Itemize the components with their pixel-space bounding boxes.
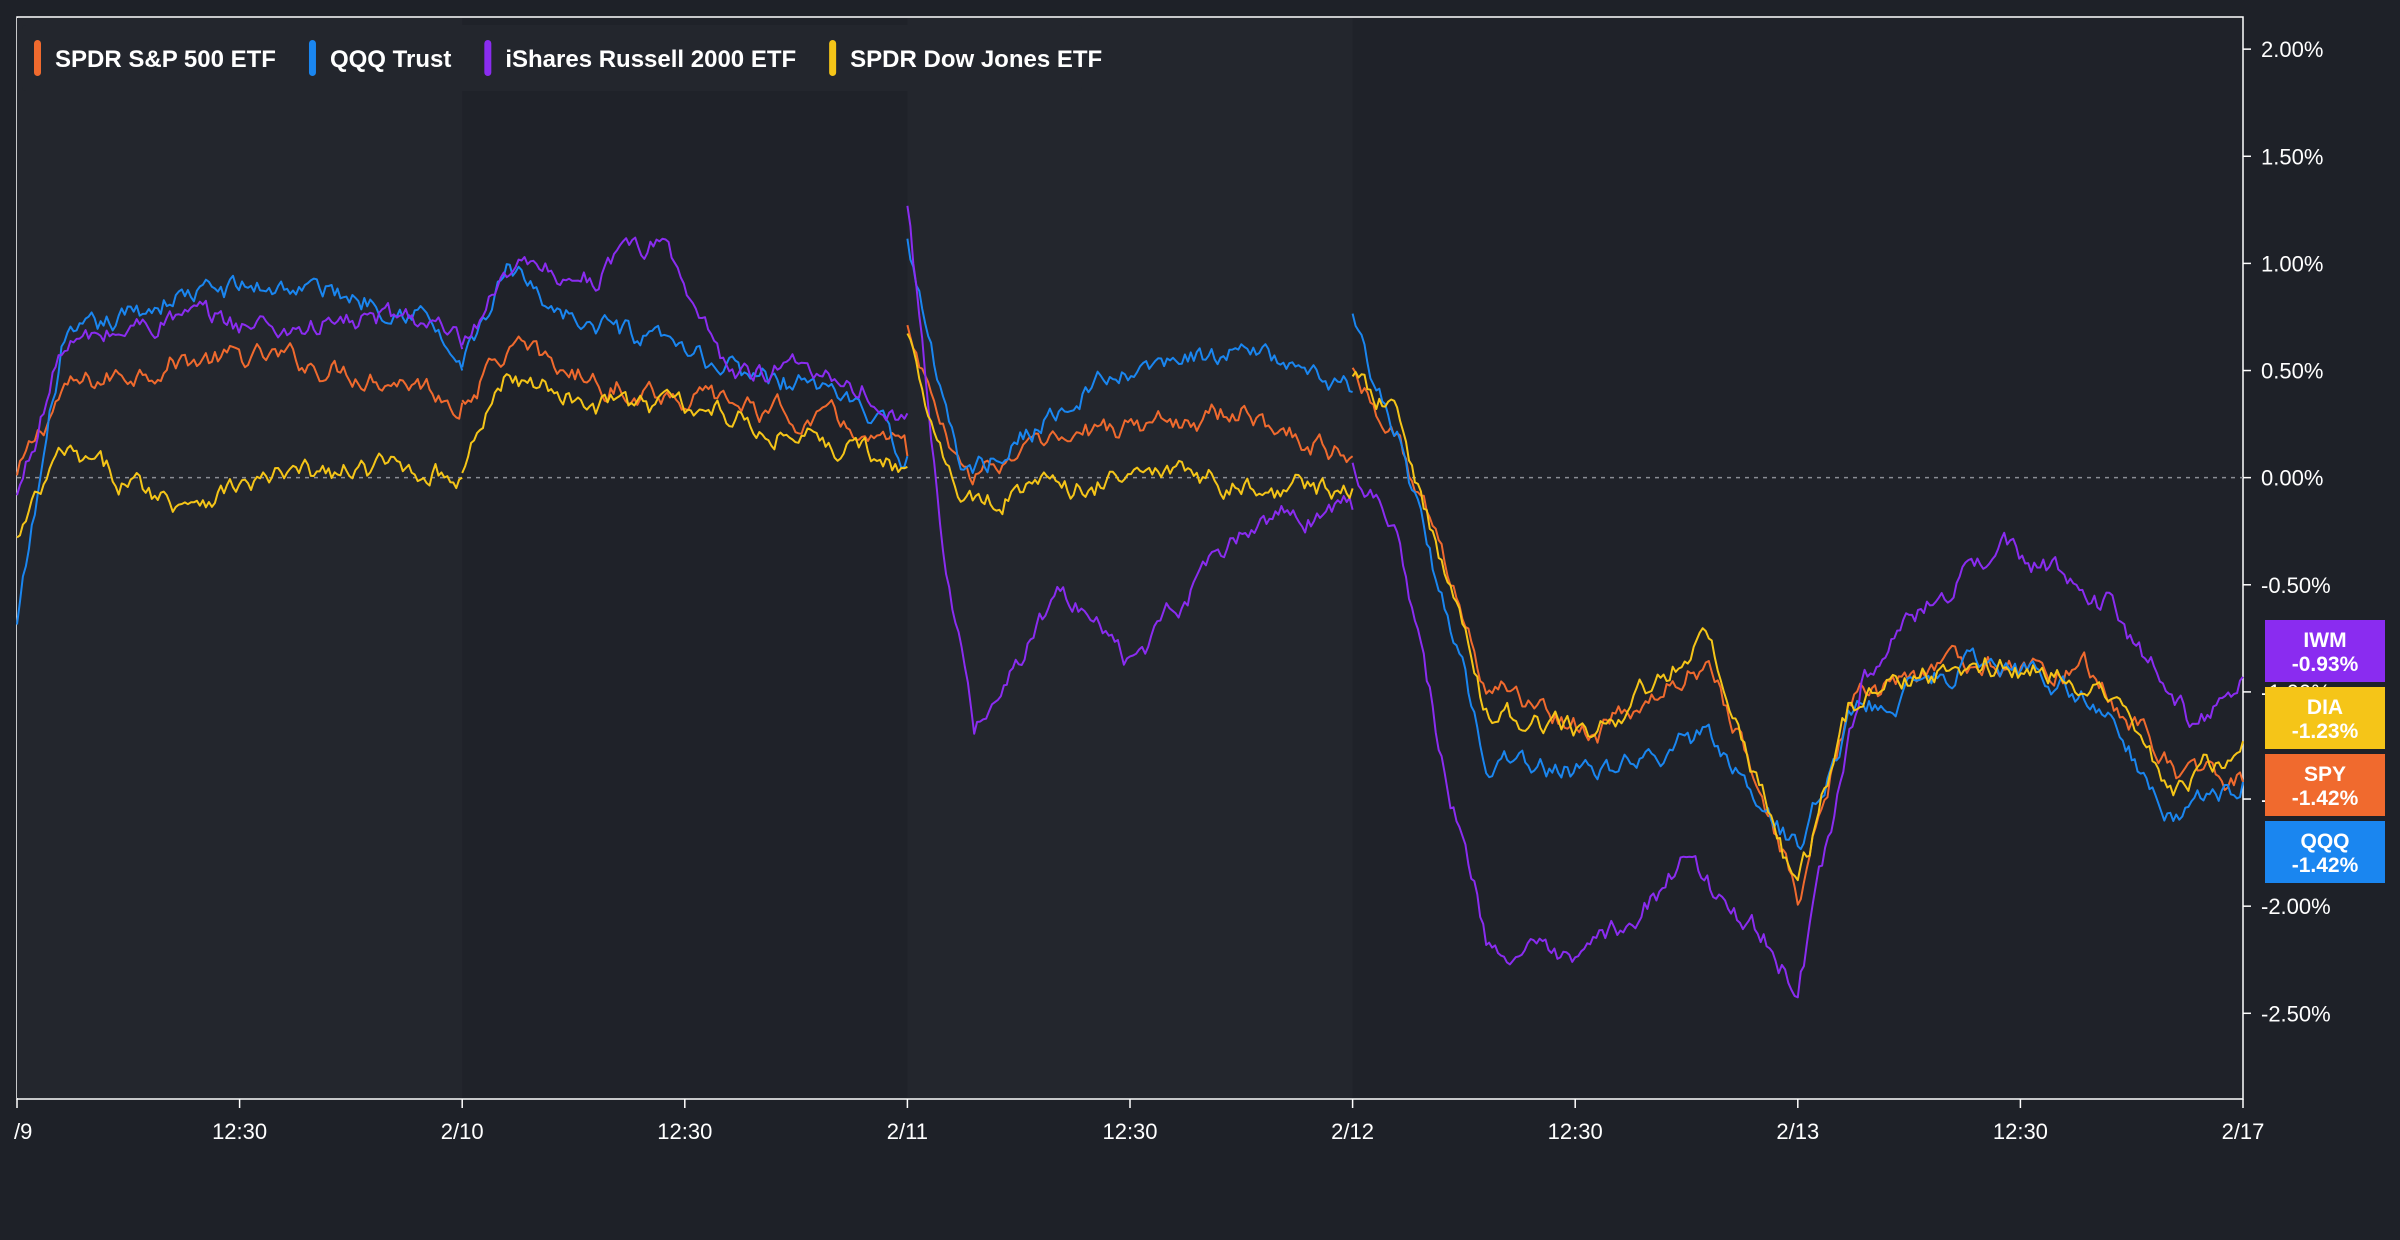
series-iwm-line (16, 205, 2244, 999)
series-spy-segment (1351, 367, 2244, 906)
series-qqq-segment (461, 263, 909, 469)
legend-label: QQQ Trust (330, 46, 451, 73)
end-tag-dia: DIA-1.23% (2265, 687, 2385, 749)
end-tag-ticker: SPY (2304, 763, 2346, 786)
end-tag-iwm: IWM-0.93% (2265, 620, 2385, 682)
series-dia-segment (906, 333, 1354, 516)
legend-swatch (34, 40, 41, 76)
end-tag-box (2265, 620, 2385, 682)
series-iwm-segment (461, 236, 909, 422)
legend-item-dia: SPDR Dow Jones ETF (829, 40, 1102, 76)
series-iwm-segment (906, 205, 1354, 735)
x-tick-label: 12:30 (1548, 1119, 1603, 1144)
x-tick-label: 2/17 (2222, 1119, 2265, 1144)
end-tag-value: -1.23% (2292, 720, 2359, 743)
series-qqq-line (16, 238, 2244, 851)
y-tick-label: 0.00% (2261, 466, 2323, 491)
end-tag-value: -0.93% (2292, 653, 2359, 676)
legend-item-spy: SPDR S&P 500 ETF (34, 40, 276, 76)
x-tick-label: /9 (14, 1119, 32, 1144)
end-tag-ticker: QQQ (2300, 830, 2349, 853)
session-band (17, 18, 463, 1098)
end-tag-value: -1.42% (2292, 787, 2359, 810)
end-tag-value: -1.42% (2292, 854, 2359, 877)
series-spy-segment (906, 324, 1354, 486)
end-tag-qqq: QQQ-1.42% (2265, 821, 2385, 883)
x-tick-label: 2/13 (1776, 1119, 1819, 1144)
x-tick-label: 12:30 (657, 1119, 712, 1144)
x-tick-label: 12:30 (1102, 1119, 1157, 1144)
y-tick-label: -2.50% (2261, 1001, 2331, 1026)
y-tick-label: 1.50% (2261, 144, 2323, 169)
y-tick-label: -0.50% (2261, 573, 2331, 598)
series-qqq-segment (1351, 313, 2244, 851)
x-tick-label: 12:30 (212, 1119, 267, 1144)
session-band (907, 18, 1353, 1098)
legend-swatch (484, 40, 492, 76)
series-dia-segment (461, 373, 908, 474)
y-tick-label: -2.00% (2261, 894, 2331, 919)
series-iwm-segment (16, 299, 464, 496)
legend-swatch (829, 40, 837, 76)
legend-label: iShares Russell 2000 ETF (505, 46, 796, 73)
series-qqq-segment (16, 274, 464, 625)
series-dia-line (16, 333, 2244, 882)
series-spy-segment (16, 342, 464, 476)
end-tag-spy: SPY-1.42% (2265, 754, 2385, 816)
series-qqq-segment (906, 238, 1353, 474)
legend-swatch (308, 40, 316, 76)
legend-box (22, 25, 1082, 91)
x-tick-label: 2/12 (1331, 1119, 1374, 1144)
x-tick-label: 2/11 (887, 1119, 928, 1144)
series-dia-segment (1351, 370, 2244, 882)
series-iwm-segment (1351, 462, 2244, 999)
y-tick-label: 1.00% (2261, 251, 2323, 276)
x-tick-label: 2/10 (441, 1119, 484, 1144)
y-tick-label: 0.50% (2261, 359, 2323, 384)
end-tag-ticker: IWM (2303, 629, 2346, 652)
end-tag-box (2265, 687, 2385, 749)
y-tick-label: 2.00% (2261, 37, 2323, 62)
series-dia-segment (16, 444, 463, 539)
legend-label: SPDR S&P 500 ETF (55, 46, 276, 73)
end-tag-box (2265, 754, 2385, 816)
x-tick-label: 12:30 (1993, 1119, 2048, 1144)
legend-item-iwm: iShares Russell 2000 ETF (484, 40, 796, 76)
legend-label: SPDR Dow Jones ETF (850, 46, 1102, 73)
end-tag-ticker: DIA (2307, 696, 2343, 719)
legend-item-qqq: QQQ Trust (308, 40, 451, 76)
end-tag-box (2265, 821, 2385, 883)
